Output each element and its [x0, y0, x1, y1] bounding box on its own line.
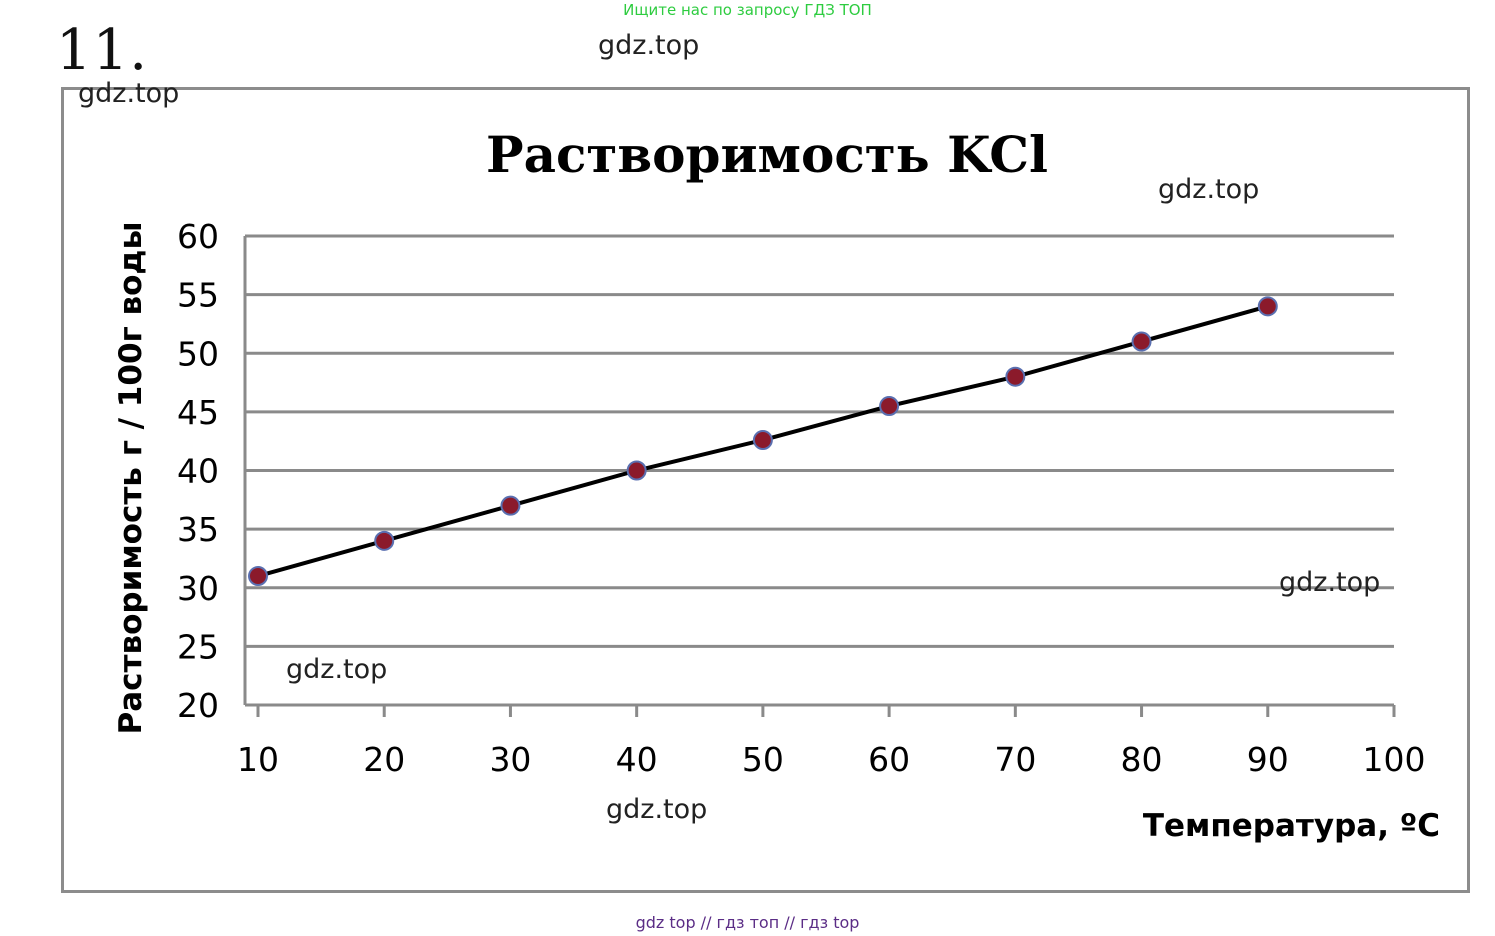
watermark: gdz.top: [286, 654, 388, 685]
x-tick-label: 70: [994, 740, 1036, 779]
watermark: gdz.top: [78, 78, 180, 109]
data-point: [879, 396, 900, 417]
x-tick-label: 40: [616, 740, 658, 779]
x-tick-label: 50: [742, 740, 784, 779]
x-axis-label: Температура, ºС: [1143, 808, 1440, 844]
data-point: [626, 460, 647, 481]
footer-links[interactable]: gdz top // гдз топ // гдз top: [635, 913, 860, 932]
y-tick-label: 30: [177, 569, 219, 608]
watermark: gdz.top: [1158, 174, 1260, 205]
watermark: gdz.top: [598, 30, 700, 61]
y-tick-label: 55: [177, 276, 219, 315]
x-tick-label: 10: [237, 740, 279, 779]
data-point: [1005, 366, 1026, 387]
y-tick-label: 60: [177, 217, 219, 256]
y-tick-label: 45: [177, 393, 219, 432]
y-tick-label: 20: [177, 686, 219, 725]
chart-title: Растворимость KCl: [486, 125, 1048, 184]
x-tick-label: 60: [868, 740, 910, 779]
data-point: [1131, 331, 1152, 352]
data-point: [248, 566, 268, 587]
data-point: [1257, 296, 1278, 317]
watermark: gdz.top: [606, 794, 708, 825]
x-tick-label: 80: [1121, 740, 1163, 779]
y-tick-label: 50: [177, 334, 219, 373]
top-banner[interactable]: Ищите нас по запросу ГДЗ ТОП: [623, 1, 872, 19]
data-point: [752, 430, 773, 451]
data-point: [500, 495, 521, 516]
y-tick-label: 35: [177, 510, 219, 549]
y-tick-label: 25: [177, 627, 219, 666]
x-tick-label: 90: [1247, 740, 1289, 779]
y-axis-label: Растворимость г / 100г воды: [113, 222, 149, 735]
x-tick-label: 30: [489, 740, 531, 779]
data-point: [374, 530, 395, 551]
x-tick-label: 20: [363, 740, 405, 779]
watermark: gdz.top: [1279, 567, 1381, 598]
chart-frame: [61, 87, 1470, 893]
problem-number: 11.: [56, 18, 149, 83]
x-tick-label: 100: [1363, 740, 1426, 779]
y-tick-label: 40: [177, 452, 219, 491]
